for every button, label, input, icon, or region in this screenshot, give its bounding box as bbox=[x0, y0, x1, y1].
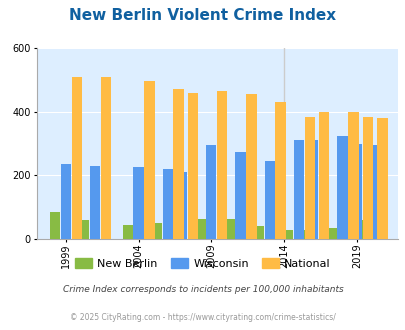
Bar bbox=[337, 136, 347, 239]
Bar bbox=[253, 226, 263, 239]
Bar bbox=[340, 225, 350, 239]
Bar bbox=[71, 77, 81, 239]
Bar bbox=[355, 220, 365, 239]
Bar bbox=[296, 230, 307, 239]
Bar bbox=[173, 89, 183, 239]
Bar bbox=[60, 164, 70, 239]
Bar bbox=[246, 94, 256, 239]
Text: Crime Index corresponds to incidents per 100,000 inhabitants: Crime Index corresponds to incidents per… bbox=[62, 285, 343, 294]
Bar bbox=[347, 112, 358, 239]
Bar bbox=[275, 102, 285, 239]
Bar bbox=[351, 144, 361, 239]
Bar bbox=[188, 92, 198, 239]
Bar bbox=[293, 140, 303, 239]
Text: New Berlin Violent Crime Index: New Berlin Violent Crime Index bbox=[69, 8, 336, 23]
Bar bbox=[326, 228, 336, 239]
Bar bbox=[318, 112, 328, 239]
Bar bbox=[235, 151, 245, 239]
Bar bbox=[195, 218, 205, 239]
Bar bbox=[366, 145, 376, 239]
Bar bbox=[144, 81, 154, 239]
Text: © 2025 CityRating.com - https://www.cityrating.com/crime-statistics/: © 2025 CityRating.com - https://www.city… bbox=[70, 313, 335, 322]
Legend: New Berlin, Wisconsin, National: New Berlin, Wisconsin, National bbox=[70, 254, 335, 273]
Bar bbox=[177, 172, 187, 239]
Bar bbox=[224, 218, 234, 239]
Bar bbox=[122, 225, 132, 239]
Bar bbox=[304, 117, 314, 239]
Bar bbox=[90, 166, 100, 239]
Bar bbox=[217, 91, 227, 239]
Bar bbox=[206, 145, 216, 239]
Bar bbox=[377, 118, 387, 239]
Bar bbox=[133, 167, 143, 239]
Bar bbox=[307, 140, 318, 239]
Bar bbox=[282, 230, 292, 239]
Bar bbox=[151, 223, 162, 239]
Bar bbox=[162, 169, 173, 239]
Bar bbox=[79, 220, 89, 239]
Bar bbox=[100, 77, 111, 239]
Bar bbox=[49, 212, 60, 239]
Bar bbox=[362, 117, 372, 239]
Bar bbox=[166, 223, 176, 239]
Bar bbox=[264, 161, 274, 239]
